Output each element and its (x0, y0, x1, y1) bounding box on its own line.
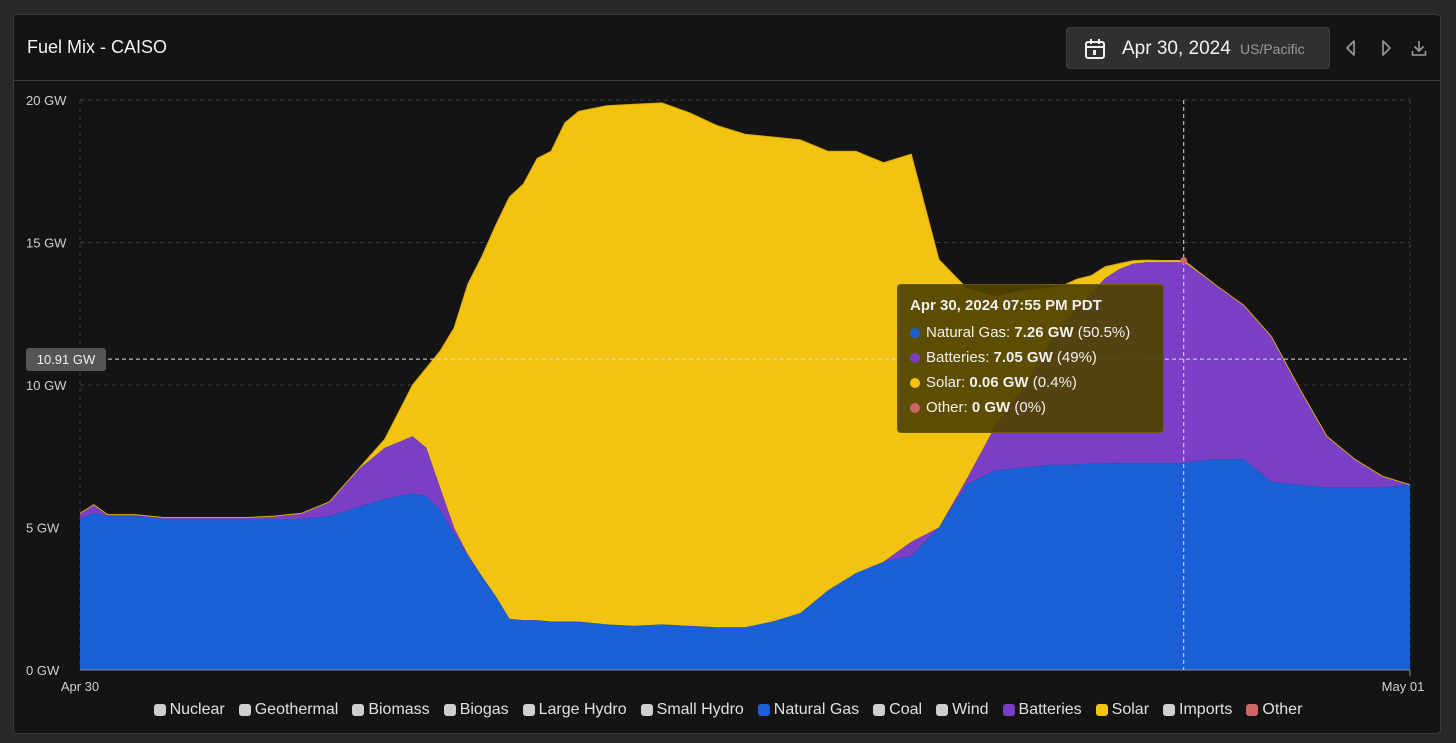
tooltip-row-value: 7.05 GW (993, 349, 1053, 366)
timezone-text: US/Pacific (1240, 41, 1305, 57)
y-tick-label: 5 GW (26, 521, 60, 536)
legend-label: Biomass (368, 701, 430, 718)
legend-swatch (936, 704, 949, 716)
legend-item-geothermal[interactable]: Geothermal (238, 701, 339, 719)
tooltip-row-pct: (0%) (1014, 399, 1047, 416)
tooltip-row-pct: (50.5%) (1077, 324, 1131, 341)
tooltip-row-pct: (49%) (1056, 349, 1097, 366)
tooltip-row-name: Other: (926, 399, 968, 416)
tooltip-row-value: 0.06 GW (969, 374, 1029, 391)
legend-swatch (352, 704, 365, 716)
legend-label: Coal (889, 701, 923, 718)
tooltip-row-other: Other: 0 GW (0%) (910, 395, 1151, 420)
legend-label: Geothermal (254, 701, 339, 718)
tooltip-row-name: Solar: (926, 374, 966, 391)
calendar-icon (1085, 39, 1105, 59)
tooltip-row-pct: (0.4%) (1032, 374, 1077, 391)
tooltip-title: Apr 30, 2024 07:55 PM PDT (910, 297, 1102, 314)
legend-label: Natural Gas (773, 701, 860, 718)
y-tick-label: 10 GW (26, 378, 67, 393)
legend-item-biogas[interactable]: Biogas (443, 701, 509, 719)
panel-header: Fuel Mix - CAISO Apr 30, 2024 US/Pacific (14, 15, 1440, 81)
tooltip-row-natural-gas: Natural Gas: 7.26 GW (50.5%) (910, 320, 1151, 345)
legend-swatch (873, 704, 886, 716)
legend-swatch (153, 704, 166, 716)
stack-top-outline (79, 102, 1411, 519)
legend-item-biomass[interactable]: Biomass (352, 701, 430, 719)
legend-label: Imports (1179, 701, 1233, 718)
previous-day-icon[interactable] (1341, 38, 1361, 58)
date-picker-button[interactable]: Apr 30, 2024 US/Pacific (1066, 27, 1330, 69)
legend-swatch (238, 704, 251, 716)
fuel-mix-chart[interactable]: 0 GW 5 GW 10 GW 15 GW 20 GW Apr 30 May 01 (14, 15, 1442, 735)
chart-legend: Nuclear Geothermal Biomass Biogas Large Hydr… (14, 698, 1442, 722)
tooltip-row-name: Natural Gas: (926, 324, 1011, 341)
legend-label: Biogas (459, 701, 509, 718)
x-tick-label: May 01 (1382, 679, 1425, 694)
x-tick-label: Apr 30 (61, 679, 99, 694)
legend-label: Solar (1111, 701, 1150, 718)
download-icon[interactable] (1409, 38, 1429, 58)
legend-item-small-hydro[interactable]: Small Hydro (640, 701, 744, 719)
solar-dot (910, 377, 920, 388)
chart-tooltip: Apr 30, 2024 07:55 PM PDT Natural Gas: 7… (897, 284, 1164, 433)
area-series-solar (80, 102, 1410, 628)
legend-swatch (1246, 704, 1259, 716)
hover-point (1180, 256, 1188, 264)
legend-swatch (443, 704, 456, 716)
area-series-natural-gas (80, 459, 1410, 670)
tooltip-row-solar: Solar: 0.06 GW (0.4%) (910, 370, 1151, 395)
legend-swatch (757, 704, 770, 716)
natural-gas-dot (910, 327, 920, 338)
y-tick-label: 15 GW (26, 236, 67, 251)
legend-label: Batteries (1018, 701, 1082, 718)
legend-swatch (1163, 704, 1176, 716)
legend-item-solar[interactable]: Solar (1095, 701, 1150, 719)
y-tick-label: 0 GW (26, 663, 60, 678)
legend-item-batteries[interactable]: Batteries (1002, 701, 1082, 719)
legend-label: Other (1262, 701, 1303, 718)
legend-item-natural-gas[interactable]: Natural Gas (757, 701, 860, 719)
legend-swatch (1002, 704, 1015, 716)
legend-label: Nuclear (169, 701, 225, 718)
legend-item-nuclear[interactable]: Nuclear (153, 701, 225, 719)
next-day-icon[interactable] (1376, 38, 1396, 58)
legend-swatch (1095, 704, 1108, 716)
legend-item-coal[interactable]: Coal (873, 701, 922, 719)
batteries-dot (910, 352, 920, 363)
legend-item-wind[interactable]: Wind (936, 701, 989, 719)
crosshair-y-label: 10.91 GW (26, 348, 106, 371)
legend-item-other[interactable]: Other (1246, 701, 1302, 719)
legend-item-large-hydro[interactable]: Large Hydro (522, 701, 627, 719)
y-tick-label: 20 GW (26, 93, 67, 108)
legend-label: Small Hydro (656, 701, 744, 718)
tooltip-row-value: 0 GW (971, 399, 1011, 416)
legend-swatch (522, 704, 535, 716)
tooltip-row-name: Batteries: (926, 349, 990, 366)
legend-label: Large Hydro (538, 701, 627, 718)
tooltip-row-value: 7.26 GW (1014, 324, 1074, 341)
legend-swatch (640, 704, 653, 716)
legend-item-imports[interactable]: Imports (1163, 701, 1232, 719)
other-dot (910, 402, 920, 413)
chart-title: Fuel Mix - CAISO (27, 37, 168, 57)
tooltip-row-batteries: Batteries: 7.05 GW (49%) (910, 345, 1151, 370)
legend-label: Wind (952, 701, 989, 718)
date-text: Apr 30, 2024 (1122, 38, 1231, 59)
chart-panel: Fuel Mix - CAISO Apr 30, 2024 US/Pacific… (13, 14, 1441, 734)
